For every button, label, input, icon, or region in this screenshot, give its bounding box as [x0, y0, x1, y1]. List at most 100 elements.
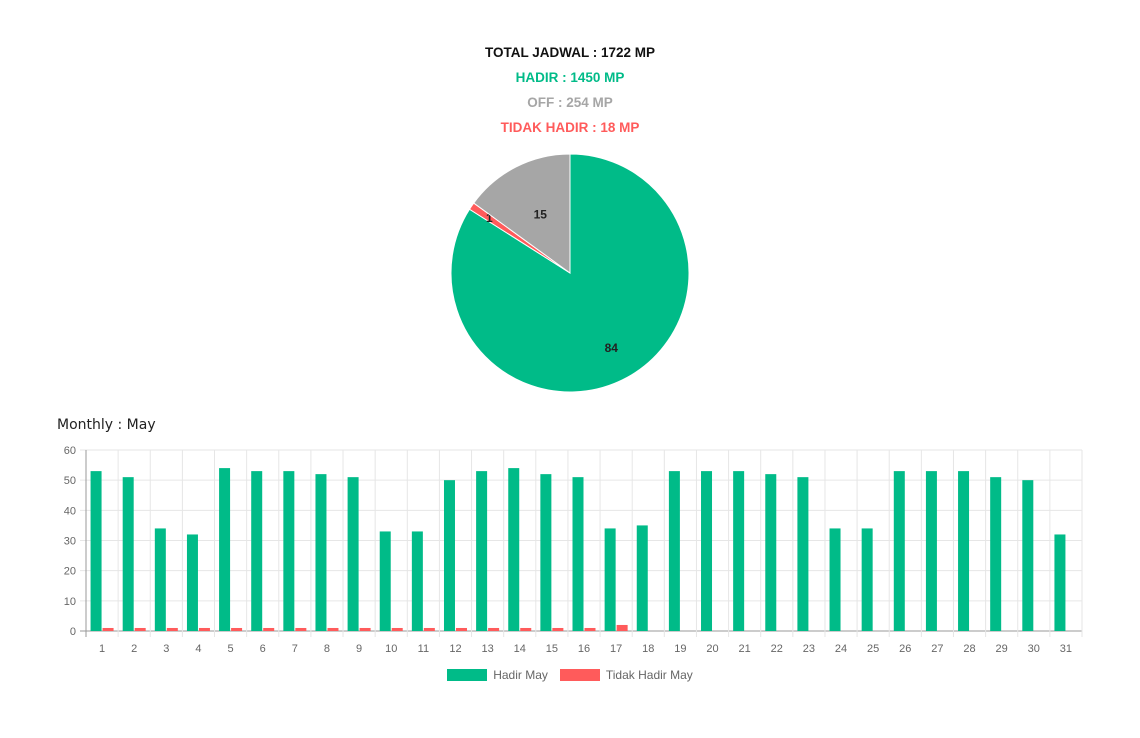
- attendance-pie-chart: 84 1 15: [450, 153, 690, 393]
- bar-hadir: [765, 474, 777, 631]
- bar-hadir: [283, 471, 295, 631]
- bar-tidak-hadir: [102, 627, 114, 631]
- bar-hadir: [636, 525, 648, 631]
- legend-swatch-tidak-hadir: [559, 669, 600, 681]
- bar-hadir: [668, 471, 680, 631]
- legend-item-tidak-hadir[interactable]: Tidak Hadir May: [559, 668, 693, 682]
- pie-slice-off: [473, 153, 571, 274]
- y-tick-label: 30: [64, 536, 76, 548]
- y-tick-label: 60: [64, 445, 76, 457]
- off-text: OFF : 254 MP: [527, 95, 613, 110]
- bar-hadir: [925, 471, 937, 631]
- bar-tidak-hadir: [263, 627, 275, 631]
- x-tick-label: 27: [931, 643, 943, 655]
- bar-tidak-hadir: [198, 627, 210, 631]
- bar-hadir: [347, 477, 359, 631]
- bar-hadir: [90, 471, 102, 631]
- x-tick-label: 6: [260, 643, 266, 655]
- bar-tidak-hadir: [552, 627, 564, 631]
- bar-hadir: [476, 471, 488, 631]
- x-tick-label: 26: [899, 643, 911, 655]
- y-tick-label: 50: [64, 475, 76, 487]
- y-tick-label: 0: [70, 626, 76, 638]
- bar-tidak-hadir: [391, 627, 403, 631]
- y-tick-label: 10: [64, 596, 76, 608]
- bar-hadir: [1054, 534, 1066, 631]
- x-tick-label: 9: [356, 643, 362, 655]
- pie-label-off: 15: [534, 208, 548, 222]
- bar-hadir: [1022, 480, 1034, 631]
- x-tick-label: 20: [706, 643, 718, 655]
- bar-hadir: [572, 477, 584, 631]
- x-tick-label: 1: [99, 643, 105, 655]
- x-tick-label: 8: [324, 643, 330, 655]
- x-tick-label: 19: [674, 643, 686, 655]
- bar-tidak-hadir: [455, 627, 467, 631]
- x-tick-label: 31: [1060, 643, 1072, 655]
- bar-hadir: [251, 471, 263, 631]
- bar-tidak-hadir: [488, 627, 500, 631]
- x-tick-label: 5: [228, 643, 234, 655]
- x-tick-label: 17: [610, 643, 622, 655]
- x-tick-label: 16: [578, 643, 590, 655]
- x-tick-label: 30: [1028, 643, 1040, 655]
- hadir-text: HADIR : 1450 MP: [515, 70, 625, 85]
- legend-item-hadir[interactable]: Hadir May: [447, 668, 548, 682]
- x-tick-label: 21: [739, 643, 751, 655]
- bar-hadir: [797, 477, 809, 631]
- bar-hadir: [315, 474, 327, 631]
- bar-hadir: [379, 531, 391, 631]
- x-tick-label: 18: [642, 643, 654, 655]
- bar-hadir: [411, 531, 423, 631]
- pie-label-hadir: 84: [605, 341, 619, 355]
- bar-hadir: [219, 468, 231, 631]
- total-jadwal-text: TOTAL JADWAL : 1722 MP: [484, 45, 656, 60]
- x-tick-label: 2: [131, 643, 137, 655]
- bar-hadir: [540, 474, 552, 631]
- x-tick-label: 14: [514, 643, 526, 655]
- bar-hadir: [893, 471, 905, 631]
- attendance-summary: TOTAL JADWAL : 1722 MP HADIR : 1450 MP O…: [0, 40, 1140, 140]
- bar-hadir: [958, 471, 970, 631]
- bar-chart-legend: Hadir May Tidak Hadir May: [0, 668, 1140, 682]
- x-tick-label: 7: [292, 643, 298, 655]
- pie-label-tidak-hadir: 1: [486, 211, 493, 225]
- bar-hadir: [154, 528, 166, 631]
- bar-tidak-hadir: [616, 624, 628, 631]
- legend-label-hadir: Hadir May: [493, 668, 548, 682]
- bar-tidak-hadir: [327, 627, 339, 631]
- bar-hadir: [122, 477, 134, 631]
- x-tick-label: 28: [963, 643, 975, 655]
- y-tick-label: 40: [64, 505, 76, 517]
- bar-hadir: [604, 528, 616, 631]
- x-tick-label: 12: [449, 643, 461, 655]
- bar-tidak-hadir: [584, 627, 596, 631]
- bar-tidak-hadir: [231, 627, 243, 631]
- x-tick-label: 15: [546, 643, 558, 655]
- legend-label-tidak-hadir: Tidak Hadir May: [605, 668, 693, 682]
- bar-tidak-hadir: [423, 627, 435, 631]
- x-tick-label: 4: [195, 643, 201, 655]
- legend-swatch-hadir: [447, 669, 488, 681]
- bar-hadir: [861, 528, 873, 631]
- bar-tidak-hadir: [295, 627, 307, 631]
- x-tick-label: 10: [385, 643, 397, 655]
- bar-hadir: [733, 471, 745, 631]
- bar-hadir: [990, 477, 1002, 631]
- bar-tidak-hadir: [520, 627, 532, 631]
- bar-hadir: [443, 480, 455, 631]
- x-tick-label: 3: [163, 643, 169, 655]
- monthly-chart-title: Monthly : May: [57, 417, 156, 433]
- bar-hadir: [508, 468, 520, 631]
- x-tick-label: 29: [996, 643, 1008, 655]
- y-tick-label: 20: [64, 566, 76, 578]
- tidak-hadir-text: TIDAK HADIR : 18 MP: [500, 120, 640, 135]
- bar-hadir: [829, 528, 841, 631]
- bar-hadir: [701, 471, 713, 631]
- bar-tidak-hadir: [134, 627, 146, 631]
- x-tick-label: 24: [835, 643, 847, 655]
- x-tick-label: 11: [418, 643, 429, 655]
- bar-tidak-hadir: [166, 627, 178, 631]
- x-tick-label: 13: [481, 643, 493, 655]
